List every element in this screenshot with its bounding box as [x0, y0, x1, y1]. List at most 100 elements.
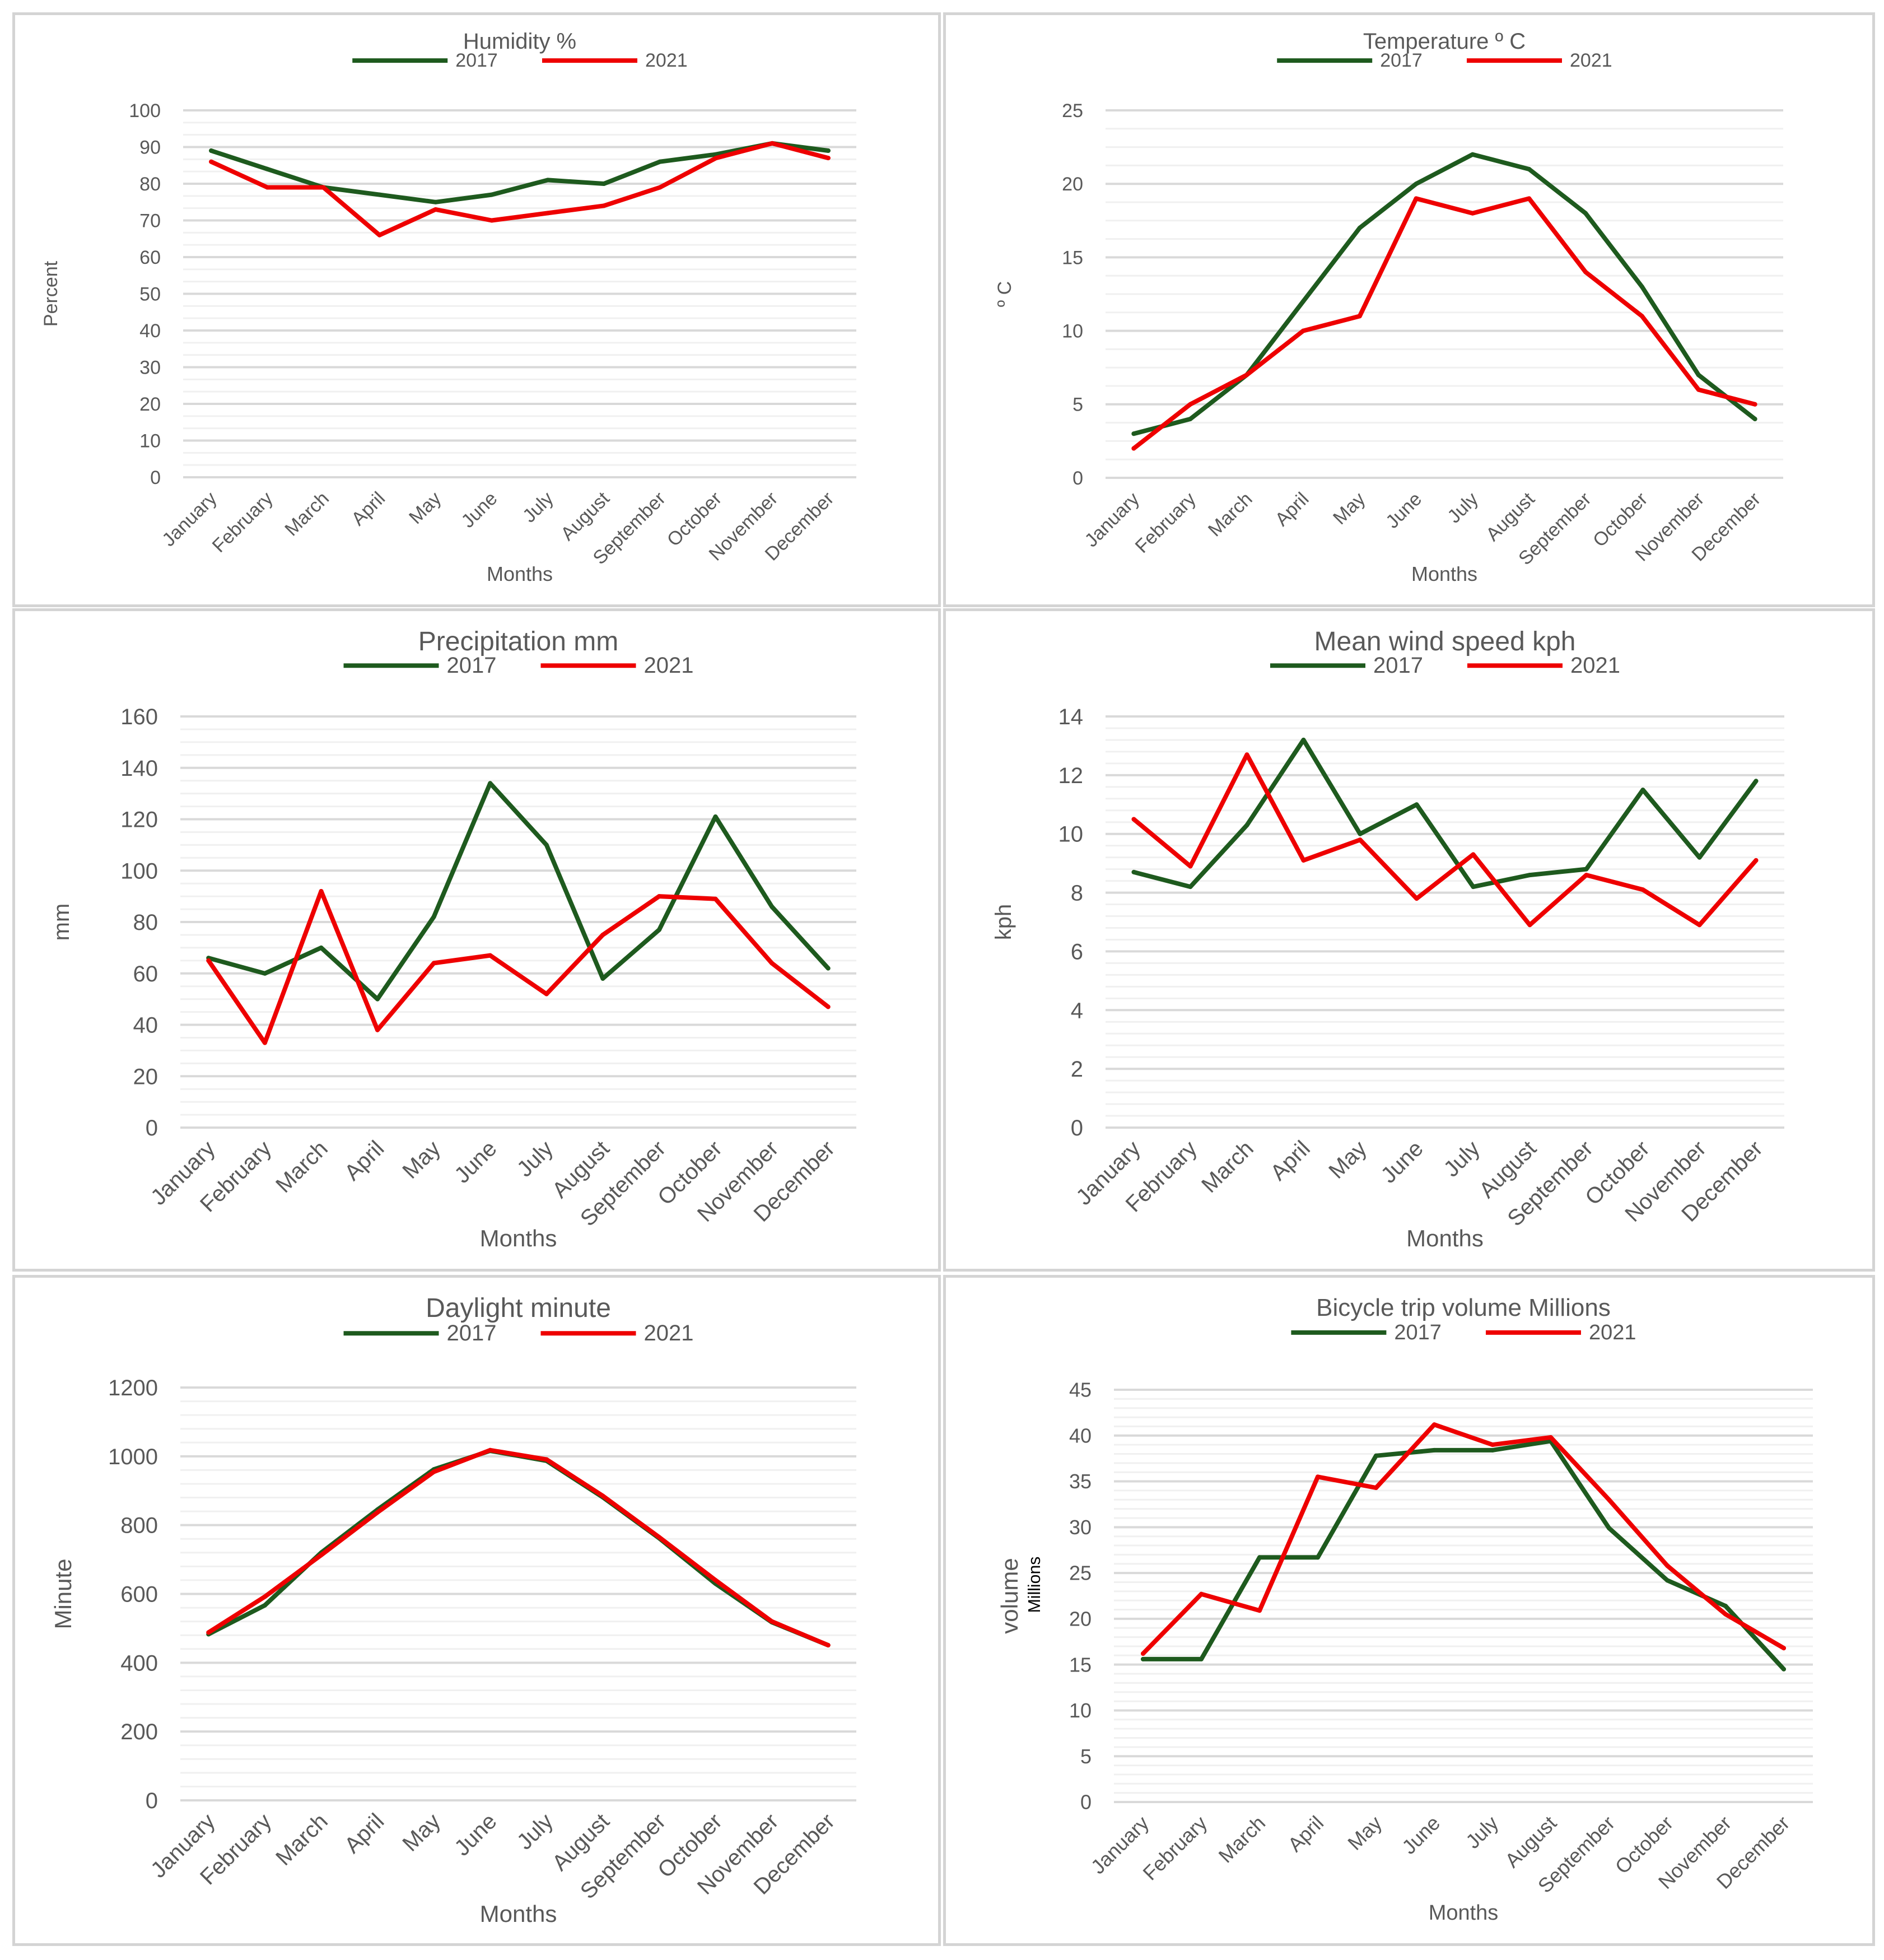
y-tick-label: 20	[1069, 1607, 1092, 1630]
x-tick-label: April	[1283, 1812, 1328, 1856]
y-tick-label: 2	[1071, 1057, 1083, 1082]
y-tick-labels: 0 10 20 30 40 50 60 70 80 90 100	[129, 100, 161, 488]
chart-title: Mean wind speed kph	[1314, 627, 1576, 657]
data-point	[1374, 1453, 1378, 1458]
chart-title: Bicycle trip volume Millions	[1316, 1294, 1611, 1321]
legend-label-2017: 2017	[1394, 1321, 1442, 1344]
data-point	[1640, 788, 1645, 793]
data-point	[262, 1594, 267, 1599]
x-tick-label: April	[1271, 488, 1313, 530]
y-tick-label: 800	[120, 1514, 158, 1538]
legend: 2017 2021	[1291, 1321, 1636, 1344]
data-point	[1358, 831, 1363, 836]
y-tick-label: 40	[133, 1013, 158, 1038]
x-tick-label: April	[1266, 1136, 1315, 1185]
data-point	[488, 1447, 493, 1452]
data-point	[1301, 737, 1306, 742]
series-2021	[1131, 196, 1757, 451]
x-tick-label: August	[1482, 488, 1539, 545]
data-point	[377, 192, 382, 197]
precipitation-chart-panel: Precipitation mm 2017 2021 0 20 40 60 80 100 120 1…	[12, 608, 941, 1272]
data-point	[1490, 1447, 1495, 1452]
data-point	[1414, 196, 1419, 201]
data-point	[1188, 417, 1193, 421]
chart-title: Precipitation mm	[418, 627, 618, 657]
x-tick-label: July	[519, 488, 558, 527]
data-point	[1257, 1555, 1262, 1560]
series-2017	[206, 781, 831, 1002]
series-line-2017	[206, 781, 831, 1002]
series-2017	[1131, 737, 1759, 890]
y-tick-label: 60	[139, 247, 161, 268]
data-point	[600, 1493, 605, 1498]
legend-label-2017: 2017	[447, 1321, 497, 1346]
y-tick-label: 14	[1058, 705, 1084, 729]
x-tick-label: March	[271, 1136, 333, 1198]
data-point	[1583, 211, 1588, 216]
series-2021	[206, 889, 831, 1045]
data-point	[713, 814, 718, 819]
y-tick-labels: 0 2 4 6 8 10 12 14	[1058, 705, 1084, 1140]
y-tick-label: 400	[120, 1651, 158, 1675]
humidity-chart-panel: Humidity % 2017 2021 0 10 20 30 40 50 60 70 80 90 100…	[12, 12, 941, 607]
x-tick-label: March	[1197, 1136, 1258, 1198]
data-point	[1131, 446, 1136, 451]
x-tick-label: June	[1397, 1812, 1444, 1859]
data-point	[1527, 196, 1532, 201]
data-point	[319, 889, 324, 893]
data-point	[262, 971, 267, 976]
data-point	[1584, 867, 1589, 872]
y-tick-labels: 0 5 10 15 20 25	[1062, 100, 1083, 489]
legend-label-2021: 2021	[644, 653, 694, 678]
x-axis-label: Months	[1429, 1901, 1499, 1925]
data-point	[1470, 211, 1475, 216]
data-point	[544, 991, 549, 997]
series-line-2021	[206, 1447, 831, 1647]
x-tick-label: August	[557, 487, 614, 544]
data-point	[1414, 181, 1419, 187]
data-point	[601, 203, 607, 208]
y-tick-label: 25	[1062, 100, 1083, 122]
y-tick-label: 5	[1080, 1745, 1092, 1768]
x-tick-label: February	[1131, 488, 1200, 557]
y-tick-label: 100	[129, 100, 161, 122]
data-point	[1300, 328, 1305, 333]
data-point	[1301, 858, 1306, 863]
y-tick-label: 140	[120, 756, 158, 781]
y-tick-labels: 0 5 10 15 20 25 30 35 40 45	[1069, 1379, 1092, 1814]
data-point	[1300, 299, 1305, 304]
data-point	[1697, 923, 1702, 928]
data-point	[1188, 864, 1193, 869]
data-point	[1752, 417, 1757, 421]
legend-label-2021: 2021	[1570, 50, 1612, 71]
series-2021	[1141, 1422, 1786, 1656]
legend-label-2021: 2021	[645, 50, 688, 71]
legend: 2017 2021	[1277, 50, 1612, 71]
data-point	[1696, 387, 1701, 392]
y-tick-label: 12	[1058, 763, 1084, 788]
data-point	[770, 141, 775, 146]
x-axis-label: Months	[480, 1225, 557, 1251]
series-2017	[1141, 1438, 1786, 1672]
data-point	[488, 953, 493, 958]
data-point	[265, 166, 270, 171]
x-axis-label: Months	[480, 1901, 557, 1927]
x-tick-label: April	[340, 1809, 389, 1858]
x-tick-label: April	[347, 488, 389, 530]
data-point	[1723, 1612, 1728, 1617]
chart-title: Humidity %	[463, 29, 576, 54]
x-tick-label: July	[1439, 1136, 1484, 1181]
data-point	[321, 185, 326, 190]
data-point	[1639, 314, 1644, 319]
x-tick-label: July	[512, 1809, 558, 1854]
series-line-2021	[206, 889, 831, 1045]
series-line-2017	[209, 141, 831, 204]
data-point	[375, 1027, 380, 1032]
data-point	[1527, 923, 1532, 928]
y-tick-label: 70	[139, 210, 161, 231]
